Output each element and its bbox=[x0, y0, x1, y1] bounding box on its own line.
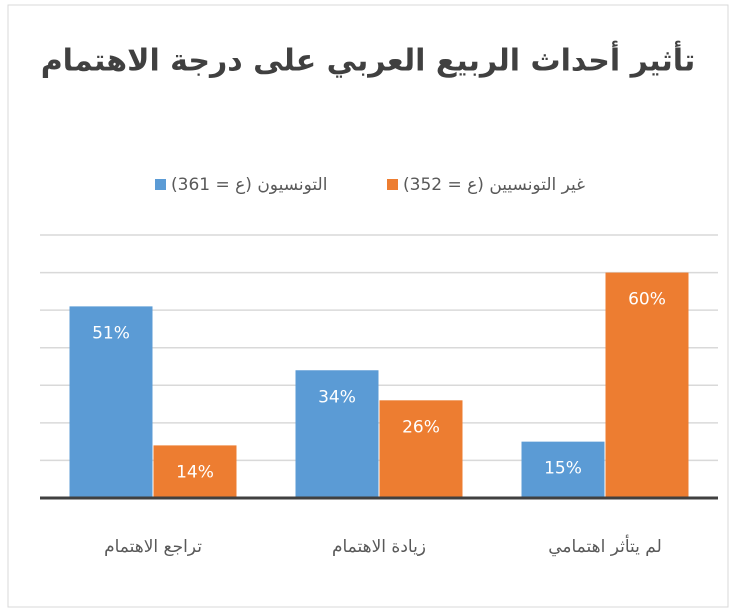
bar bbox=[379, 400, 463, 498]
x-tick-label: تراجع الاهتمام bbox=[104, 537, 202, 557]
legend-swatch bbox=[387, 179, 398, 190]
legend-label: غير التونسيين (ع = 352) bbox=[403, 175, 585, 195]
legend-label: التونسيون (ع = 361) bbox=[171, 175, 327, 195]
data-label: 60% bbox=[628, 290, 666, 310]
data-label: 51% bbox=[92, 323, 130, 343]
x-tick-label: زيادة الاهتمام bbox=[332, 537, 426, 557]
legend-swatch bbox=[155, 179, 166, 190]
bar bbox=[521, 441, 605, 498]
data-label: 15% bbox=[544, 459, 582, 479]
bar bbox=[69, 306, 153, 498]
data-label: 26% bbox=[402, 417, 440, 437]
bar bbox=[153, 445, 237, 498]
bar bbox=[605, 272, 689, 498]
bar bbox=[295, 370, 379, 498]
chart-title: تأثير أحداث الربيع العربي على درجة الاهت… bbox=[41, 41, 696, 79]
x-tick-label: لم يتأثر اهتمامي bbox=[548, 534, 662, 557]
data-label: 14% bbox=[176, 462, 214, 482]
data-label: 34% bbox=[318, 387, 356, 407]
